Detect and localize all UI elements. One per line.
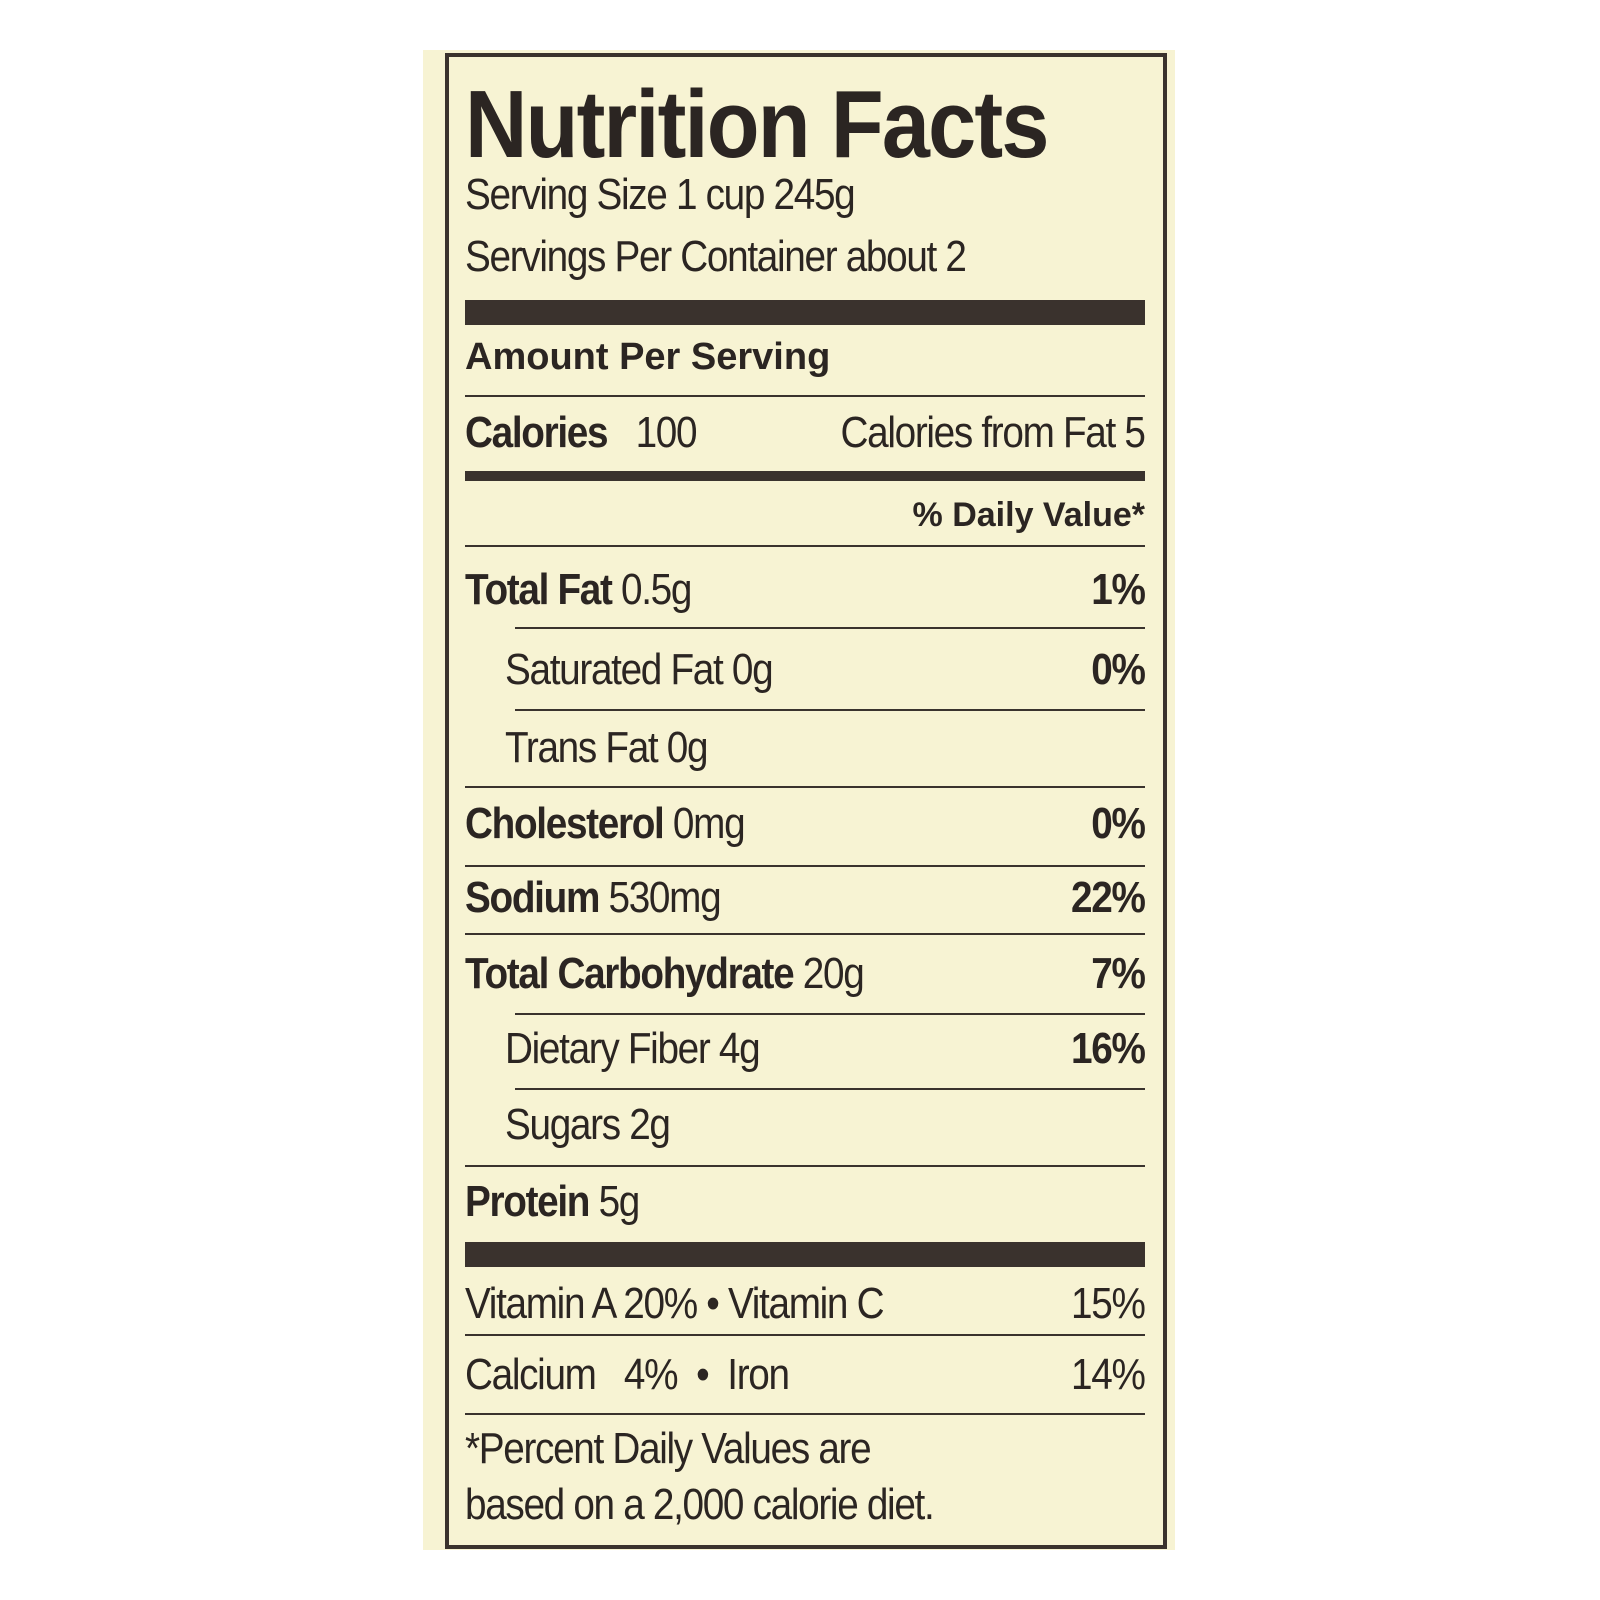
divider bbox=[465, 545, 1145, 547]
vitamin-value: 20% bbox=[623, 1279, 698, 1328]
calories-row: Calories 100 Calories from Fat 5 bbox=[465, 408, 1146, 458]
divider bbox=[465, 1334, 1145, 1336]
nutrient-row-sodium: Sodium 530mg 22% bbox=[465, 873, 1146, 923]
nutrient-amount: 0.5g bbox=[621, 565, 692, 614]
divider bbox=[515, 1088, 1145, 1090]
divider bbox=[465, 865, 1145, 867]
nutrient-label: Total Carbohydrate bbox=[465, 949, 795, 998]
nutrient-row-dietary-fiber: Dietary Fiber 4g 16% bbox=[505, 1024, 1146, 1074]
nutrient-amount: 530mg bbox=[608, 873, 721, 922]
calories-from-fat: Calories from Fat 5 bbox=[840, 408, 1146, 457]
nutrient-row-total-fat: Total Fat 0.5g 1% bbox=[465, 565, 1147, 615]
nutrient-dv: 1% bbox=[1091, 565, 1147, 614]
divider bbox=[465, 933, 1145, 935]
nutrient-dv: 22% bbox=[1071, 873, 1146, 922]
serving-size: Serving Size 1 cup 245g bbox=[465, 170, 856, 219]
divider bbox=[515, 1013, 1145, 1015]
divider bbox=[515, 709, 1145, 711]
vitamin-label: Iron bbox=[727, 1350, 790, 1399]
nutrient-row-trans-fat: Trans Fat 0g bbox=[505, 723, 1145, 773]
vitamin-label: Vitamin C bbox=[727, 1279, 885, 1328]
amount-per-serving: Amount Per Serving bbox=[465, 336, 831, 378]
title-row: Nutrition Facts bbox=[465, 71, 1145, 178]
nutrient-amount: 0g bbox=[731, 645, 774, 694]
vitamin-label: Calcium bbox=[465, 1350, 597, 1399]
thick-divider bbox=[465, 1242, 1145, 1267]
servings-per-container: Servings Per Container about 2 bbox=[465, 232, 967, 281]
calories-label: Calories bbox=[465, 408, 609, 457]
vitamin-value: 14% bbox=[1071, 1350, 1146, 1399]
nutrient-dv: 7% bbox=[1091, 949, 1147, 998]
nutrient-label: Dietary Fiber bbox=[505, 1024, 711, 1073]
nutrient-row-cholesterol: Cholesterol 0mg 0% bbox=[465, 799, 1147, 849]
bullet: • bbox=[696, 1350, 710, 1399]
nutrient-row-saturated-fat: Saturated Fat 0g 0% bbox=[505, 645, 1147, 695]
nutrient-dv: 16% bbox=[1071, 1024, 1146, 1073]
vitamins-row-1: Vitamin A 20% • Vitamin C 15% bbox=[465, 1279, 1146, 1329]
footnote: based on a 2,000 calorie diet. bbox=[465, 1480, 935, 1529]
nutrient-label: Cholesterol bbox=[465, 799, 665, 848]
title: Nutrition Facts bbox=[465, 71, 1049, 178]
nutrient-dv: 0% bbox=[1091, 645, 1147, 694]
nutrient-label: Sodium bbox=[465, 873, 600, 922]
vitamin-label: Vitamin A bbox=[465, 1279, 615, 1328]
nutrient-amount: 0g bbox=[666, 723, 709, 772]
nutrient-label: Sugars bbox=[505, 1100, 621, 1149]
divider bbox=[465, 395, 1145, 397]
nutrition-facts-border bbox=[445, 53, 1167, 1549]
footnote-line-1: *Percent Daily Values are bbox=[465, 1424, 1145, 1474]
servings-row: Servings Per Container about 2 bbox=[465, 232, 1145, 282]
nutrient-amount: 0mg bbox=[672, 799, 746, 848]
daily-value-header: % Daily Value* bbox=[912, 495, 1145, 534]
vitamin-value: 15% bbox=[1071, 1279, 1146, 1328]
vitamin-value: 4% bbox=[623, 1350, 679, 1399]
nutrient-amount: 4g bbox=[718, 1024, 761, 1073]
nutrient-row-sugars: Sugars 2g bbox=[505, 1100, 1145, 1150]
nutrient-amount: 20g bbox=[802, 949, 865, 998]
nutrient-label: Saturated Fat bbox=[505, 645, 724, 694]
amount-row: Amount Per Serving bbox=[465, 335, 1145, 380]
divider bbox=[515, 627, 1145, 629]
divider bbox=[465, 1165, 1145, 1167]
divider bbox=[465, 1413, 1145, 1415]
bullet: • bbox=[706, 1279, 720, 1328]
serving-size-row: Serving Size 1 cup 245g bbox=[465, 170, 1145, 220]
footnote-line-2: based on a 2,000 calorie diet. bbox=[465, 1480, 1145, 1530]
dv-header-row: % Daily Value* bbox=[465, 495, 1145, 535]
nutrient-label: Total Fat bbox=[465, 565, 613, 614]
calories-value: 100 bbox=[635, 408, 698, 457]
vitamins-row-2: Calcium 4% • Iron 14% bbox=[465, 1350, 1146, 1400]
medium-divider bbox=[465, 471, 1145, 481]
nutrient-amount: 5g bbox=[598, 1177, 641, 1226]
nutrient-row-protein: Protein 5g bbox=[465, 1177, 1145, 1227]
nutrient-row-total-carbohydrate: Total Carbohydrate 20g 7% bbox=[465, 949, 1147, 999]
thick-divider bbox=[465, 300, 1145, 325]
divider bbox=[465, 786, 1145, 788]
nutrient-dv: 0% bbox=[1091, 799, 1147, 848]
nutrient-label: Trans Fat bbox=[505, 723, 659, 772]
nutrient-amount: 2g bbox=[629, 1100, 671, 1149]
footnote: *Percent Daily Values are bbox=[465, 1424, 872, 1473]
nutrient-label: Protein bbox=[465, 1177, 590, 1226]
